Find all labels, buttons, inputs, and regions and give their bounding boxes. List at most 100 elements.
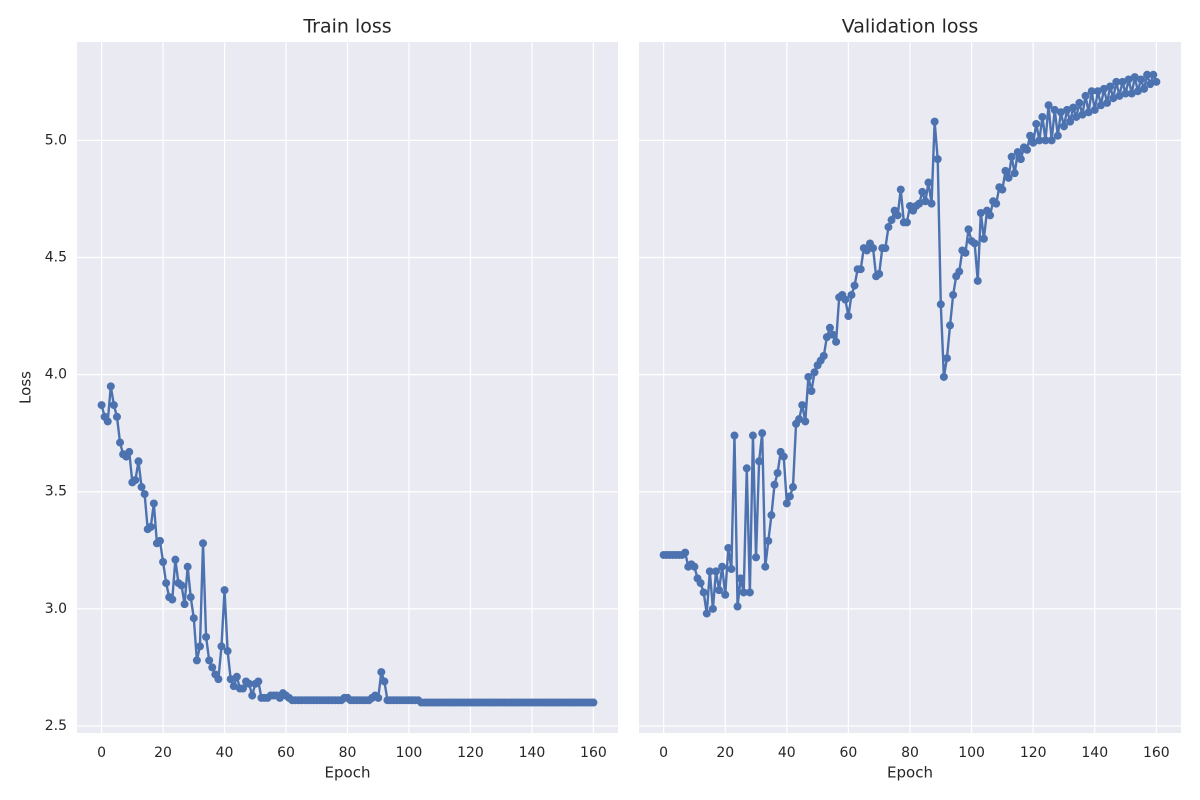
point [1056,108,1065,117]
point [1109,94,1118,103]
point [875,269,884,278]
point [992,199,1001,208]
point [377,668,386,677]
point [918,187,927,196]
point [758,429,767,438]
point [936,300,945,309]
point [214,675,223,684]
y-tick-label: 4.5 [45,249,67,265]
point [171,555,180,564]
point [134,457,143,466]
point [1059,122,1068,131]
point [921,197,930,206]
point [1112,77,1121,86]
point [946,321,955,330]
point [1026,131,1035,140]
point [1066,117,1075,126]
point [1136,75,1145,84]
point [829,330,838,339]
point [822,333,831,342]
point [825,323,834,332]
point [125,447,134,456]
point [1010,169,1019,178]
point [220,586,229,595]
point [856,265,865,274]
point [721,590,730,599]
point [1090,105,1099,114]
y-tick-label: 2.5 [45,718,67,734]
point [819,351,828,360]
point [1124,75,1133,84]
subplot: 2.5 3.0 3.5 4.0 4.5 5.0 0 20 40 60 80 100 120 140 160 T… [17,16,618,782]
x-tick-label: 140 [519,745,546,761]
point [896,185,905,194]
point [798,401,807,410]
point [1084,108,1093,117]
point [159,558,168,567]
point [986,211,995,220]
x-tick-label: 40 [216,745,234,761]
point [690,562,699,571]
point [1044,101,1053,110]
point [1100,84,1109,93]
point [1146,80,1155,89]
point [1081,91,1090,100]
point [844,312,853,321]
point [1140,84,1149,93]
point [1121,89,1130,98]
point [810,368,819,377]
point [1072,112,1081,121]
point [961,248,970,257]
point [979,234,988,243]
point [1013,148,1022,157]
point [1023,145,1032,154]
point [718,562,727,571]
point [208,663,217,672]
y-tick-label: 3.0 [45,601,67,617]
point [248,691,257,700]
point [1035,136,1044,145]
point [1001,166,1010,175]
point [804,372,813,381]
point [699,588,708,597]
point [748,431,757,440]
point [847,290,856,299]
point [162,579,171,588]
point [942,354,951,363]
point [733,602,742,611]
x-tick-label: 120 [457,745,484,761]
point [1149,70,1158,79]
point [933,155,942,164]
point [205,656,214,665]
point [1096,101,1105,110]
point [155,536,164,545]
point [238,684,247,693]
x-axis-label: Epoch [887,764,933,782]
point [146,522,155,531]
point [702,609,711,618]
point [770,480,779,489]
point [807,387,816,396]
x-tick-label: 40 [778,745,796,761]
point [109,401,118,410]
point [998,185,1007,194]
subplot: 0 20 40 60 80 100 120 140 160 Validation loss Epoc… [639,16,1181,782]
point [1143,70,1152,79]
y-tick-label: 3.5 [45,484,67,500]
point [1063,105,1072,114]
point [137,483,146,492]
point [116,438,125,447]
point [229,682,238,691]
y-tick-label: 5.0 [45,132,67,148]
point [1133,87,1142,96]
point [773,468,782,477]
point [1032,119,1041,128]
point [724,543,733,552]
x-tick-label: 100 [396,745,423,761]
point [1078,110,1087,119]
point [832,337,841,346]
point [380,677,389,686]
x-tick-label: 140 [1081,745,1108,761]
point [140,490,149,499]
point [708,604,717,613]
